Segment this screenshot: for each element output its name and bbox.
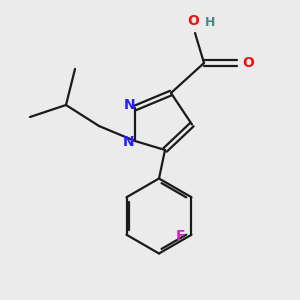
Text: N: N: [124, 98, 135, 112]
Text: N: N: [123, 136, 134, 149]
Text: F: F: [176, 229, 185, 243]
Text: O: O: [242, 56, 254, 70]
Text: H: H: [205, 16, 215, 29]
Text: O: O: [188, 14, 200, 28]
